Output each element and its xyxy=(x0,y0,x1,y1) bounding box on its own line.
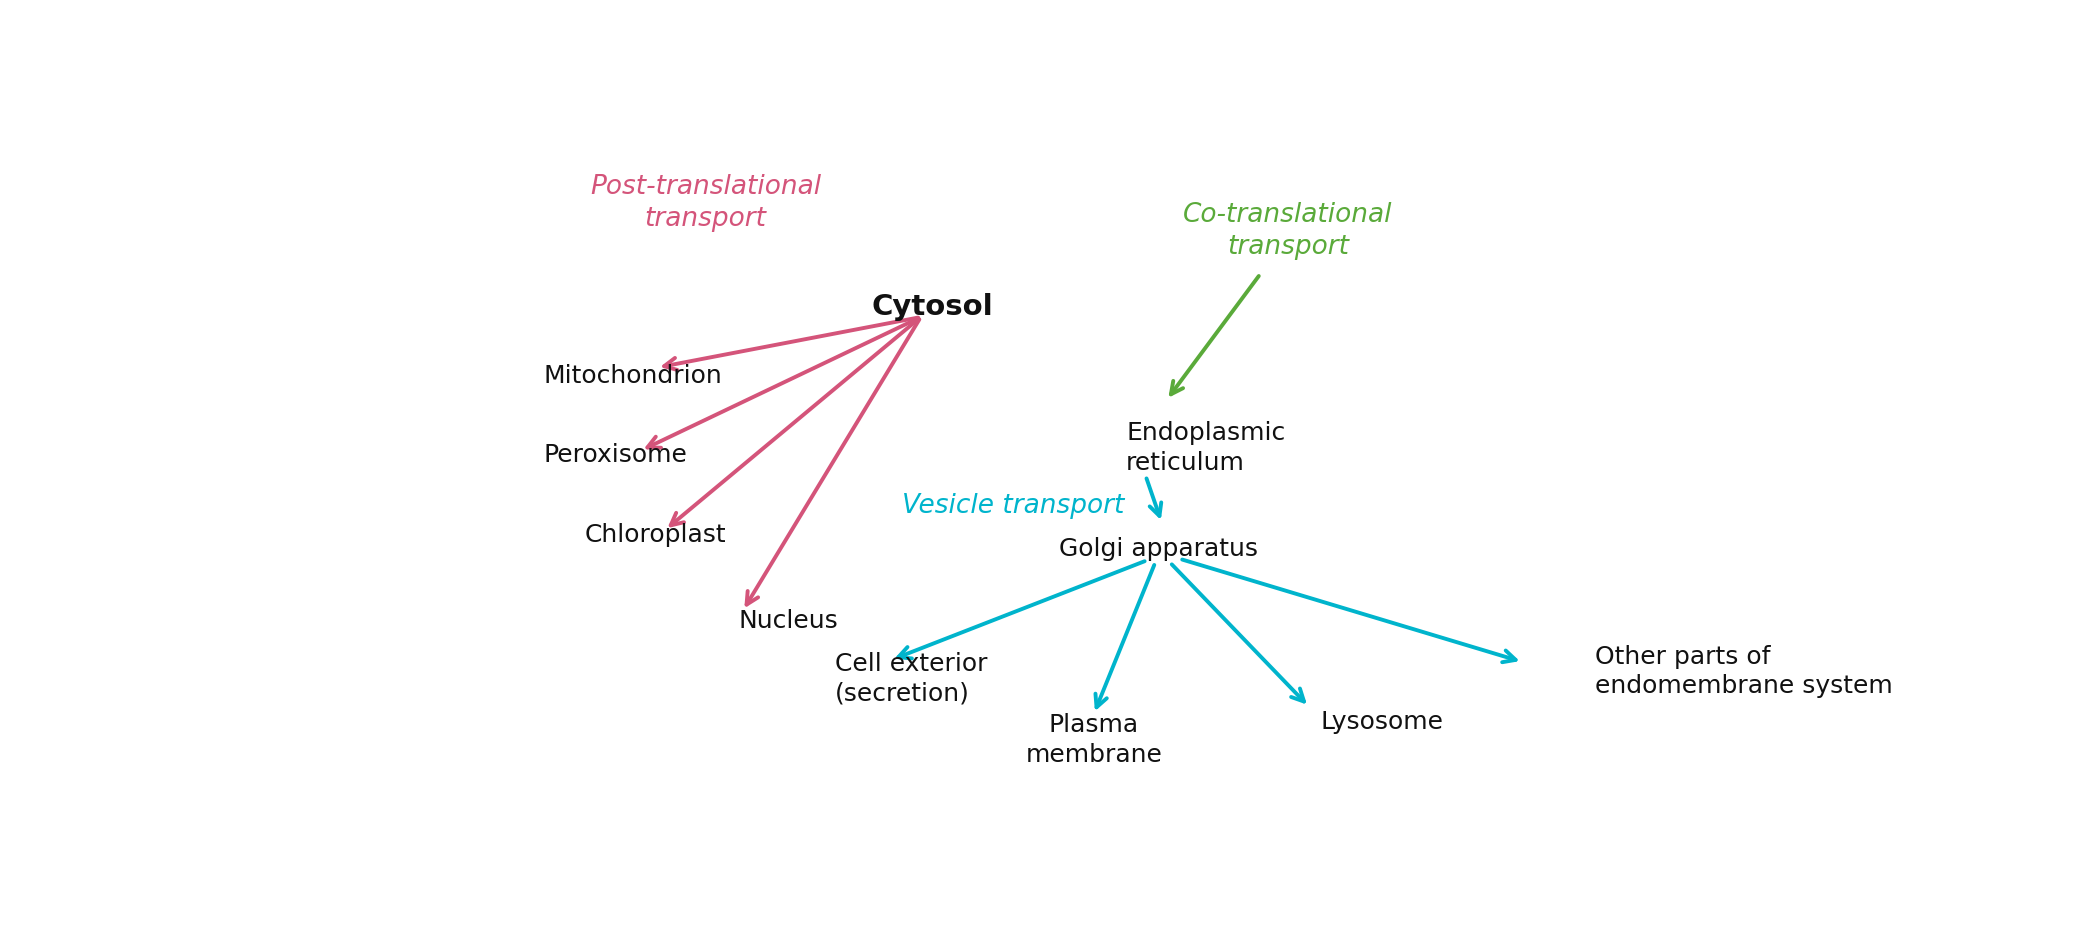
Text: Peroxisome: Peroxisome xyxy=(545,443,689,467)
Text: Lysosome: Lysosome xyxy=(1321,709,1444,733)
Text: Vesicle transport: Vesicle transport xyxy=(902,492,1125,519)
Text: Co-translational
transport: Co-translational transport xyxy=(1183,202,1392,260)
Text: Other parts of
endomembrane system: Other parts of endomembrane system xyxy=(1594,644,1893,697)
Text: Endoplasmic
reticulum: Endoplasmic reticulum xyxy=(1127,420,1286,475)
Text: Plasma
membrane: Plasma membrane xyxy=(1025,712,1162,767)
Text: Golgi apparatus: Golgi apparatus xyxy=(1058,536,1258,561)
Text: Post-translational
transport: Post-translational transport xyxy=(591,173,820,231)
Text: Cytosol: Cytosol xyxy=(870,293,993,321)
Text: Mitochondrion: Mitochondrion xyxy=(545,363,722,388)
Text: Nucleus: Nucleus xyxy=(739,608,837,633)
Text: Chloroplast: Chloroplast xyxy=(584,522,726,546)
Text: Cell exterior
(secretion): Cell exterior (secretion) xyxy=(835,651,987,705)
